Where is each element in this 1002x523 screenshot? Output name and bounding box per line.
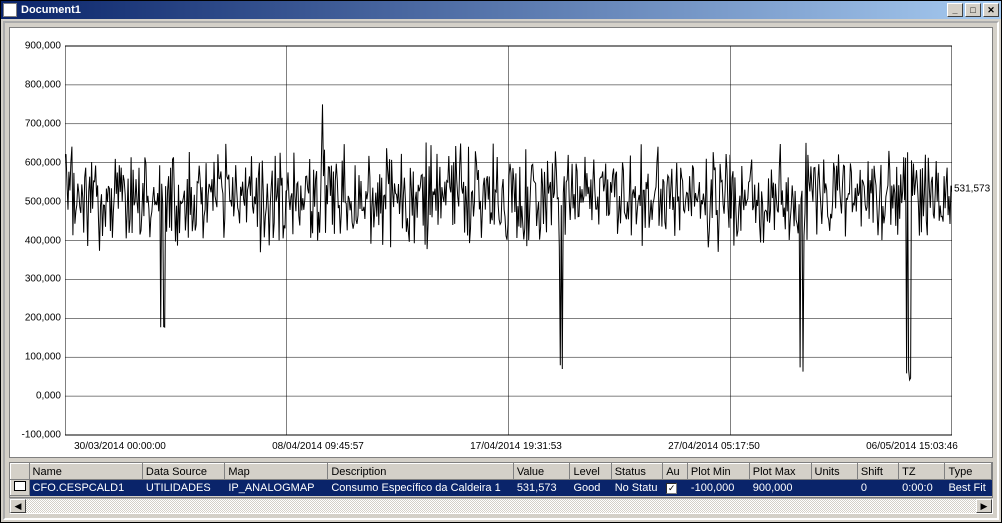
y-tick: 500,000: [25, 196, 61, 207]
col-type[interactable]: Type: [945, 464, 992, 480]
y-tick: 800,000: [25, 79, 61, 90]
titlebar[interactable]: Document1 _ □ ✕: [1, 1, 1001, 19]
y-tick: 600,000: [25, 157, 61, 168]
cell-shift[interactable]: 0: [857, 480, 898, 496]
y-tick: 0,000: [36, 391, 61, 402]
close-button[interactable]: ✕: [983, 3, 999, 17]
content: -100,000 0,000 100,000 200,000 300,000 400,00…: [3, 21, 999, 520]
cell-type[interactable]: Best Fit: [945, 480, 992, 496]
x-tick: 17/04/2014 19:31:53: [470, 441, 562, 452]
plot[interactable]: 30/03/2014 00:00:00 08/04/2014 09:45:57 17…: [65, 28, 952, 457]
cell-status[interactable]: No Statu: [611, 480, 663, 496]
y-axis: -100,000 0,000 100,000 200,000 300,000 400,00…: [10, 28, 65, 457]
table-header-row: NameData SourceMapDescriptionValueLevelS…: [11, 464, 992, 480]
window-buttons: _ □ ✕: [947, 3, 999, 17]
row-icon-header: [11, 464, 30, 480]
chart-area[interactable]: -100,000 0,000 100,000 200,000 300,000 400,00…: [9, 27, 993, 458]
col-status[interactable]: Status: [611, 464, 663, 480]
col-value[interactable]: Value: [513, 464, 570, 480]
x-tick: 06/05/2014 15:03:46: [866, 441, 958, 452]
maximize-button[interactable]: □: [965, 3, 981, 17]
x-axis: 30/03/2014 00:00:0008/04/2014 09:45:5717…: [120, 441, 912, 457]
chart-svg: [65, 28, 952, 457]
y-tick: 200,000: [25, 313, 61, 324]
cell-value[interactable]: 531,573: [513, 480, 570, 496]
cell-level[interactable]: Good: [570, 480, 611, 496]
cell-units[interactable]: [811, 480, 857, 496]
horizontal-scrollbar[interactable]: ◀ ▶: [9, 498, 993, 514]
col-name[interactable]: Name: [29, 464, 142, 480]
y-tick: 300,000: [25, 274, 61, 285]
col-tz[interactable]: TZ: [899, 464, 945, 480]
cell-data-source[interactable]: UTILIDADES: [142, 480, 224, 496]
row-indicator[interactable]: [11, 480, 30, 496]
data-table[interactable]: NameData SourceMapDescriptionValueLevelS…: [9, 462, 993, 498]
cell-plot-min[interactable]: -100,000: [687, 480, 749, 496]
x-tick: 08/04/2014 09:45:57: [272, 441, 364, 452]
scroll-right-button[interactable]: ▶: [976, 499, 992, 513]
y-tick: 700,000: [25, 118, 61, 129]
cell-description[interactable]: Consumo Específico da Caldeira 1: [328, 480, 513, 496]
current-value-label: 531,573: [954, 184, 990, 195]
cell-map[interactable]: IP_ANALOGMAP: [225, 480, 328, 496]
y-tick: 400,000: [25, 235, 61, 246]
table-row[interactable]: CFO.CESPCALD1UTILIDADESIP_ANALOGMAPConsu…: [11, 480, 992, 496]
col-au[interactable]: Au: [663, 464, 688, 480]
col-plot-min[interactable]: Plot Min: [687, 464, 749, 480]
window-title: Document1: [21, 4, 947, 16]
cell-au[interactable]: ✓: [663, 480, 688, 496]
col-units[interactable]: Units: [811, 464, 857, 480]
cell-tz[interactable]: 0:00:0: [899, 480, 945, 496]
scroll-track[interactable]: [26, 499, 976, 513]
col-plot-max[interactable]: Plot Max: [749, 464, 811, 480]
table: NameData SourceMapDescriptionValueLevelS…: [10, 463, 992, 496]
col-level[interactable]: Level: [570, 464, 611, 480]
y-tick: -100,000: [22, 430, 61, 441]
col-description[interactable]: Description: [328, 464, 513, 480]
cell-plot-max[interactable]: 900,000: [749, 480, 811, 496]
right-value-label: 531,573: [952, 28, 992, 457]
cell-name[interactable]: CFO.CESPCALD1: [29, 480, 142, 496]
window: Document1 _ □ ✕ -100,000 0,000 100,000 200,…: [0, 0, 1002, 523]
window-icon: [3, 3, 17, 17]
col-map[interactable]: Map: [225, 464, 328, 480]
y-tick: 100,000: [25, 352, 61, 363]
y-tick: 900,000: [25, 41, 61, 52]
x-tick: 30/03/2014 00:00:00: [74, 441, 166, 452]
col-data-source[interactable]: Data Source: [142, 464, 224, 480]
minimize-button[interactable]: _: [947, 3, 963, 17]
col-shift[interactable]: Shift: [857, 464, 898, 480]
x-tick: 27/04/2014 05:17:50: [668, 441, 760, 452]
scroll-left-button[interactable]: ◀: [10, 499, 26, 513]
